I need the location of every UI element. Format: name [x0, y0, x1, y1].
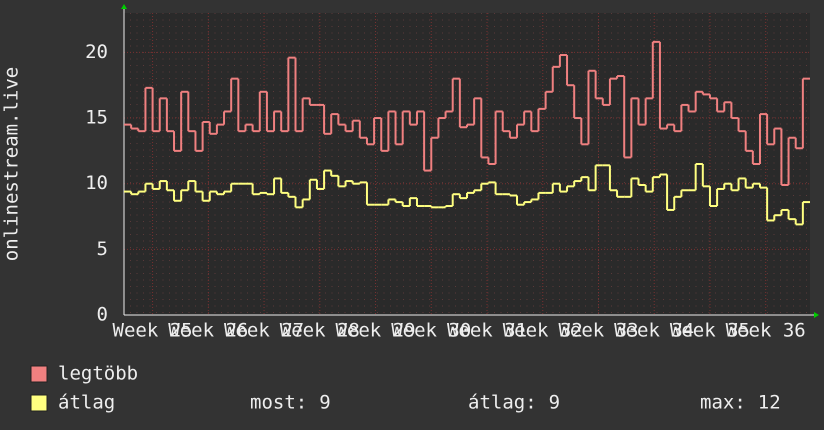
x-tick-label: Week 33	[558, 320, 638, 342]
legend-swatch	[30, 394, 48, 412]
stat-label: most:	[250, 392, 307, 414]
x-tick-label: Week 36	[726, 320, 806, 342]
x-tick-label: Week 28	[280, 320, 360, 342]
y-tick-label: 5	[97, 238, 108, 260]
x-tick-label: Week 31	[447, 320, 527, 342]
stat-value: 9	[319, 392, 330, 414]
y-tick-label: 20	[85, 41, 108, 63]
x-tick-label: Week 34	[614, 320, 694, 342]
y-tick-label: 0	[97, 304, 108, 326]
x-tick-label: Week 27	[224, 320, 304, 342]
minor-grid	[124, 13, 810, 315]
x-tick-label: Week 30	[391, 320, 471, 342]
x-tick-label: Week 35	[670, 320, 750, 342]
y-tick-label: 15	[85, 107, 108, 129]
y-tick-label: 10	[85, 172, 108, 194]
x-tick-label: Week 29	[335, 320, 415, 342]
stat-value: 12	[758, 392, 781, 414]
x-tick-label: Week 32	[503, 320, 583, 342]
legend-swatch	[30, 365, 48, 383]
stat-value: 9	[549, 392, 560, 414]
axis-arrow	[121, 4, 127, 9]
x-tick-label: Week 25	[113, 320, 193, 342]
axis-arrow	[814, 312, 819, 318]
legend-label: legtöbb	[58, 363, 138, 385]
legend-label: átlag	[58, 392, 115, 414]
y-axis-label: onlinestream.live	[1, 67, 23, 261]
x-tick-label: Week 26	[168, 320, 248, 342]
stat-label: max:	[700, 392, 746, 414]
stat-label: átlag:	[468, 392, 537, 414]
